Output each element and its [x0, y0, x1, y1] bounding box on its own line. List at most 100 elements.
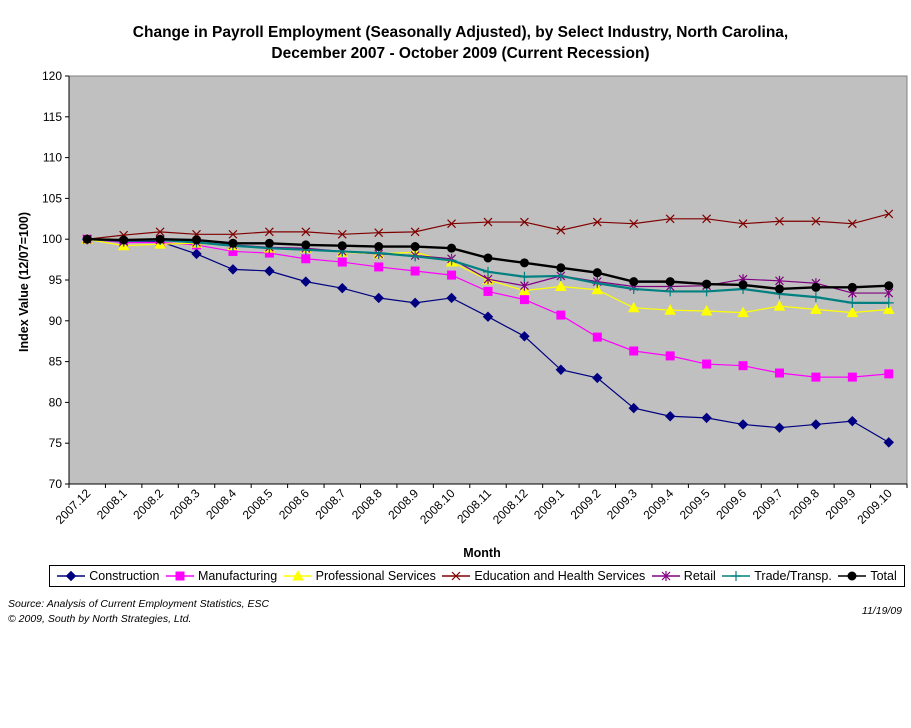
data-point	[410, 251, 421, 262]
legend-label: Total	[870, 569, 897, 583]
series-education-and-health-services	[82, 209, 894, 244]
data-point	[627, 301, 640, 313]
data-point	[774, 368, 784, 378]
legend-swatch	[165, 571, 194, 581]
legend-label: Construction	[89, 569, 160, 583]
data-point	[374, 242, 384, 252]
data-point	[591, 283, 604, 295]
x-tick-label: 2008.8	[349, 486, 385, 522]
data-point	[519, 295, 529, 305]
chart-title: Change in Payroll Employment (Seasonally…	[0, 22, 911, 64]
data-point	[264, 238, 274, 248]
legend-label: Retail	[683, 569, 716, 583]
x-tick-label: 2008.11	[454, 486, 494, 526]
legend-item: Education and Health Services	[442, 569, 645, 583]
data-point	[738, 280, 748, 290]
x-tick-label: 2008.6	[276, 486, 312, 522]
x-axis-label: Month	[463, 546, 501, 560]
data-point	[483, 266, 493, 277]
data-point	[665, 214, 675, 224]
y-tick-label: 115	[43, 110, 62, 124]
data-point	[882, 303, 895, 314]
source-text: Source: Analysis of Current Employment S…	[8, 598, 270, 610]
data-point	[192, 235, 202, 245]
data-point	[592, 372, 603, 384]
data-point	[520, 280, 529, 291]
y-tick-label: 75	[49, 436, 63, 450]
y-tick-label: 90	[49, 314, 63, 328]
data-point	[847, 415, 858, 427]
data-point	[447, 219, 456, 229]
legend-marker	[451, 571, 461, 581]
legend-marker	[291, 570, 304, 581]
data-point	[847, 297, 858, 308]
data-point	[775, 275, 784, 286]
y-axis: 70 75 80 85 90 95 100 105 110 115 120	[42, 69, 70, 491]
data-point	[520, 217, 529, 227]
data-point	[410, 227, 420, 237]
data-point	[409, 297, 421, 309]
x-tick-label: 2009.8	[786, 486, 822, 522]
chart-title-line2: December 2007 - October 2009 (Current Re…	[271, 45, 650, 62]
data-point	[264, 265, 275, 277]
data-point	[702, 214, 712, 224]
data-point	[810, 303, 822, 314]
data-point	[337, 282, 348, 294]
data-point	[847, 372, 857, 382]
data-point	[155, 227, 165, 237]
data-point	[337, 229, 347, 239]
legend-swatch	[722, 571, 751, 581]
data-point	[519, 258, 529, 268]
x-tick-label: 2009.6	[713, 486, 749, 522]
legend-swatch	[442, 571, 471, 581]
y-tick-label: 120	[42, 69, 62, 83]
data-point	[884, 281, 894, 291]
data-point	[227, 264, 239, 275]
x-tick-label: 2009.7	[750, 486, 786, 522]
data-point	[847, 282, 857, 292]
data-point	[556, 225, 566, 235]
y-tick-label: 100	[42, 232, 62, 246]
x-tick-label: 2008.7	[313, 486, 349, 522]
data-point	[374, 262, 384, 272]
data-point	[883, 437, 894, 448]
chart-title-line1: Change in Payroll Employment (Seasonally…	[132, 24, 789, 41]
data-point	[374, 228, 384, 238]
legend-marker	[661, 571, 671, 581]
data-point	[664, 411, 676, 422]
data-point	[811, 216, 821, 226]
data-point	[300, 276, 312, 287]
x-tick-label: 2009.5	[677, 486, 713, 522]
legend-item: Retail	[651, 569, 716, 583]
x-tick-label: 2009.2	[568, 486, 604, 522]
x-tick-label: 2009.10	[854, 486, 895, 527]
data-point	[410, 266, 420, 276]
legend-swatch	[838, 571, 867, 581]
x-tick-label: 2008.3	[167, 486, 203, 522]
copyright-text: © 2009, South by North Strategies, Ltd.	[8, 613, 192, 625]
data-point	[738, 219, 748, 229]
y-axis-label: Index Value (12/07=100)	[17, 212, 31, 352]
data-point	[774, 422, 785, 433]
data-point	[737, 419, 749, 430]
legend-item: Total	[838, 569, 897, 583]
data-point	[773, 300, 786, 311]
series-construction	[82, 233, 894, 448]
data-point	[446, 255, 457, 266]
y-tick-label: 70	[49, 477, 63, 491]
data-point	[846, 306, 859, 318]
data-point	[774, 284, 784, 294]
data-point	[810, 419, 822, 430]
legend-swatch	[651, 571, 680, 581]
data-point	[700, 304, 713, 316]
legend: Construction Manufacturing Professional Se…	[49, 565, 905, 587]
data-point	[264, 227, 274, 237]
data-point	[337, 241, 347, 251]
x-tick-label: 2008.4	[203, 486, 239, 522]
data-point	[556, 263, 566, 273]
data-point	[883, 297, 894, 308]
legend-label: Education and Health Services	[474, 569, 646, 583]
data-point	[592, 278, 603, 289]
data-point	[811, 282, 821, 292]
data-point	[519, 331, 530, 342]
